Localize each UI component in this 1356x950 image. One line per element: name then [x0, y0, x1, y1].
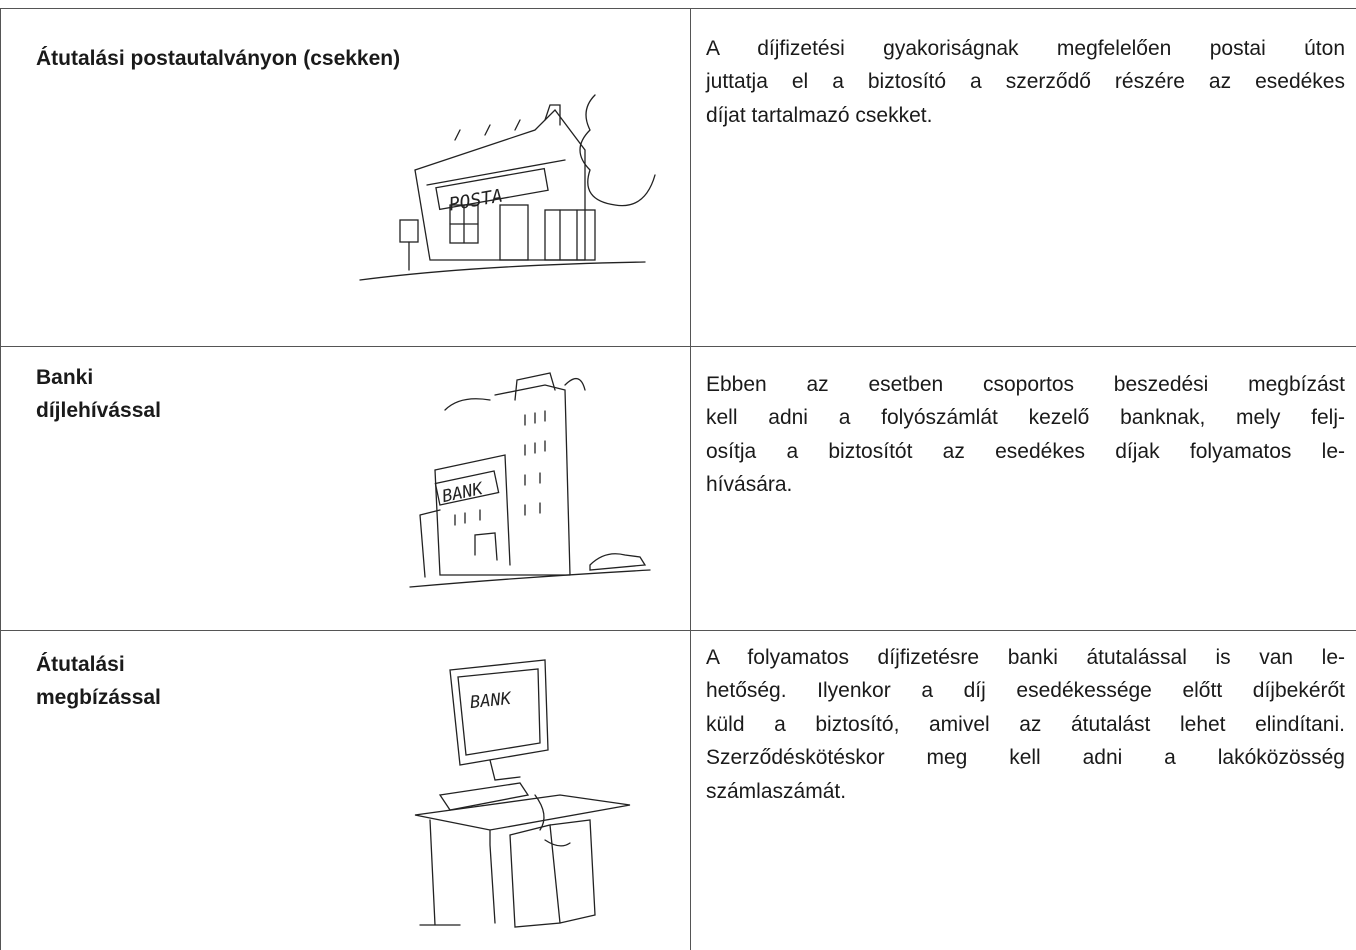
title-line: Átutalási postautalványon (csekken): [36, 47, 401, 70]
post-office-sketch: POSTA: [359, 94, 656, 281]
text-line: számlaszámát.: [706, 779, 847, 803]
text-line: A díjfizetési gyakoriságnak megfelelően …: [706, 37, 1345, 60]
row-title: Átutalási postautalványon (csekken): [36, 42, 400, 75]
svg-text:BANK: BANK: [469, 689, 514, 713]
row-title: Banki díjlehívással: [36, 361, 161, 427]
text-line: hívására.: [706, 473, 793, 497]
text-line: kell adni a folyószámlát kezelő banknak,…: [706, 406, 1345, 430]
title-line: Banki: [36, 366, 94, 389]
row-title: Átutalási megbízással: [36, 648, 161, 714]
title-line: Átutalási: [36, 653, 125, 676]
text-line: díjat tartalmazó csekket.: [706, 103, 933, 127]
text-line: osítja a biztosítót az esedékes díjak fo…: [706, 439, 1345, 463]
bank-sketch: BANK: [409, 372, 651, 588]
row-text: A díjfizetési gyakoriságnak megfelelően …: [706, 32, 1345, 132]
text-line: juttatja el a biztosító a szerződő részé…: [706, 70, 1345, 94]
text-line: Szerződéskötéskor meg kell adni a lakókö…: [706, 746, 1345, 770]
text-line: hetőség. Ilyenkor a díj esedékessége elő…: [706, 679, 1345, 703]
text-line: Ebben az esetben csoportos beszedési meg…: [706, 373, 1345, 396]
svg-text:POSTA: POSTA: [447, 185, 504, 215]
title-line: megbízással: [36, 686, 161, 709]
rule: [0, 346, 1356, 347]
rule: [0, 630, 1356, 631]
row-text: A folyamatos díjfizetésre banki átutalás…: [706, 641, 1345, 808]
rule: [0, 8, 1, 950]
text-line: A folyamatos díjfizetésre banki átutalás…: [706, 646, 1345, 669]
rule: [0, 8, 1356, 9]
svg-text:BANK: BANK: [440, 479, 486, 507]
computer-sketch: BANK: [414, 659, 631, 928]
row-text: Ebben az esetben csoportos beszedési meg…: [706, 368, 1345, 502]
title-line: díjlehívással: [36, 399, 161, 422]
text-line: küld a biztosító, amivel az átutalást le…: [706, 712, 1345, 736]
rule: [690, 8, 691, 950]
